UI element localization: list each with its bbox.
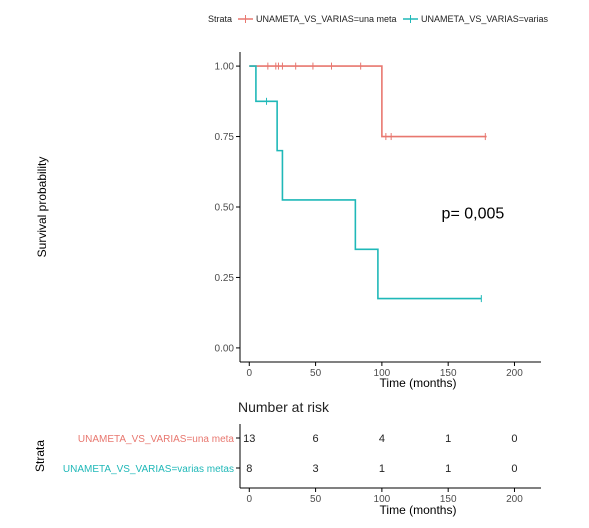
y-tick-label: 1.00 [215, 62, 235, 73]
legend-label-una-meta: UNAMETA_VS_VARIAS=una meta [256, 14, 396, 24]
risk-row-label: UNAMETA_VS_VARIAS=varias metas [63, 464, 234, 475]
risk-x-tick-label: 50 [310, 494, 322, 505]
y-tick-label: 0.00 [215, 343, 235, 354]
risk-cell: 1 [445, 463, 451, 475]
risk-cell: 13 [243, 433, 255, 445]
legend: Strata UNAMETA_VS_VARIAS=una meta UNAMET… [208, 14, 548, 24]
x-tick-label: 150 [440, 368, 457, 379]
x-tick-label: 200 [506, 368, 523, 379]
risk-x-tick-label: 0 [247, 494, 253, 505]
risk-cell: 4 [379, 433, 385, 445]
risk-row-label: UNAMETA_VS_VARIAS=una meta [78, 434, 235, 445]
legend-label-varias: UNAMETA_VS_VARIAS=varias [421, 14, 548, 24]
y-axis-ticks: 0.00 0.25 0.50 0.75 1.00 [215, 62, 240, 354]
risk-cell: 0 [511, 433, 517, 445]
y-tick-label: 0.75 [215, 132, 235, 143]
risk-table: Number at risk Strata UNAMETA_VS_VARIAS=… [33, 399, 541, 517]
legend-title: Strata [208, 14, 232, 24]
risk-table-title: Number at risk [238, 399, 330, 415]
y-tick-label: 0.50 [215, 203, 235, 214]
risk-table-y-title: Strata [33, 440, 47, 472]
x-tick-label: 100 [374, 368, 391, 379]
risk-cell: 6 [313, 433, 319, 445]
km-plot: 0.00 0.25 0.50 0.75 1.00 0 50 100 150 200 Surviv… [35, 52, 541, 390]
risk-x-tick-label: 100 [374, 494, 391, 505]
risk-x-tick-label: 200 [506, 494, 523, 505]
risk-x-tick-label: 150 [440, 494, 457, 505]
survival-curve-varias [249, 65, 482, 300]
x-tick-label: 50 [310, 368, 322, 379]
x-axis-title: Time (months) [380, 376, 457, 390]
risk-cell: 0 [511, 463, 517, 475]
risk-table-x-ticks: 0 50 100 150 200 [247, 488, 523, 505]
survival-curve-una-meta [249, 65, 487, 138]
y-tick-label: 0.25 [215, 273, 235, 284]
y-axis-title: Survival probability [35, 157, 49, 258]
survival-curves [249, 62, 487, 303]
x-axis-ticks: 0 50 100 150 200 [247, 362, 523, 379]
risk-cell: 1 [379, 463, 385, 475]
risk-table-rows: UNAMETA_VS_VARIAS=una meta 13 6 4 1 0UNAMETA_… [63, 433, 518, 475]
risk-table-x-title: Time (months) [380, 503, 457, 517]
x-tick-label: 0 [247, 368, 253, 379]
risk-cell: 1 [445, 433, 451, 445]
risk-cell: 8 [246, 463, 252, 475]
p-value-annotation: p= 0,005 [442, 205, 505, 222]
risk-cell: 3 [313, 463, 319, 475]
